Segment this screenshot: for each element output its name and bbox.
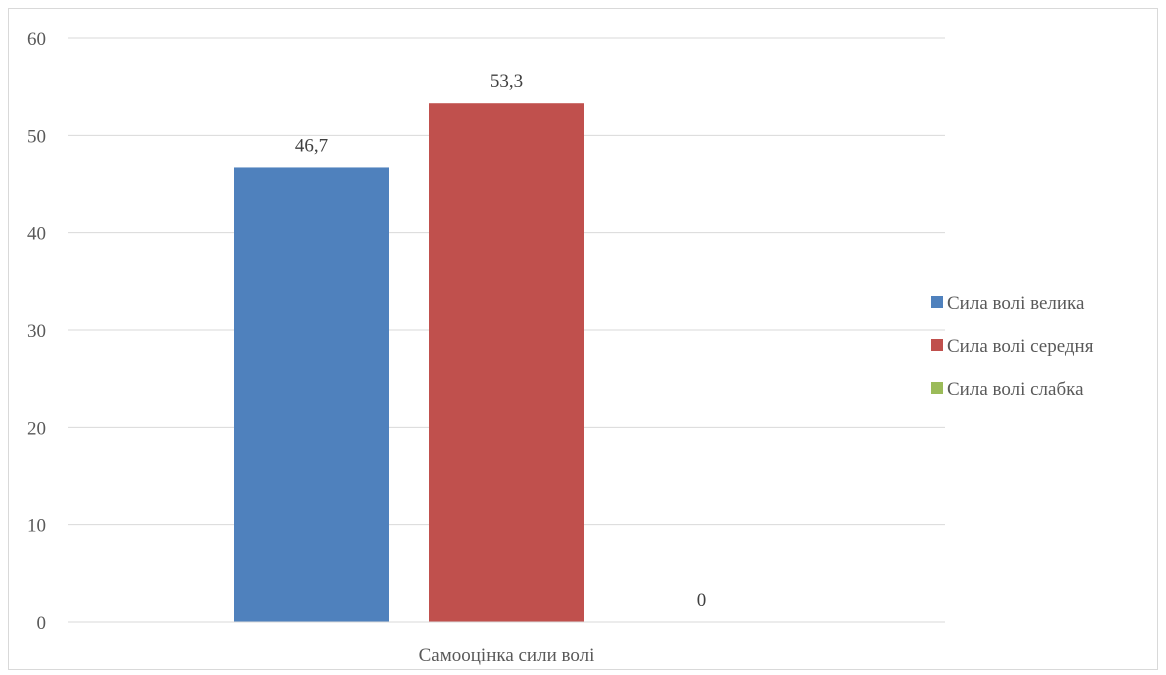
y-tick-label: 50: [27, 126, 46, 147]
legend-label-1: Сила волі велика: [947, 293, 1085, 314]
data-label-1: 46,7: [295, 135, 328, 156]
bar-2: [429, 103, 584, 623]
y-tick-label: 0: [37, 613, 47, 634]
legend-label-3: Сила волі слабка: [947, 379, 1084, 400]
legend-swatch-3: [931, 382, 943, 394]
legend: Сила волі велика Сила волі середня Сила во…: [931, 293, 1094, 400]
data-label-3: 0: [697, 590, 707, 611]
bars: [234, 103, 584, 623]
data-labels: 46,7 53,3 0: [295, 71, 706, 611]
legend-swatch-2: [931, 339, 943, 351]
y-tick-label: 40: [27, 224, 46, 245]
legend-swatch-1: [931, 296, 943, 308]
bar-1: [234, 167, 389, 622]
category-label: Самооцінка сили волі: [419, 645, 595, 666]
y-tick-label: 30: [27, 321, 46, 342]
y-tick-label: 60: [27, 29, 46, 50]
y-tick-label: 20: [27, 418, 46, 439]
y-axis-ticks: 0 10 20 30 40 50 60: [27, 29, 46, 634]
data-label-2: 53,3: [490, 71, 523, 92]
legend-label-2: Сила волі середня: [947, 336, 1094, 357]
y-tick-label: 10: [27, 516, 46, 537]
